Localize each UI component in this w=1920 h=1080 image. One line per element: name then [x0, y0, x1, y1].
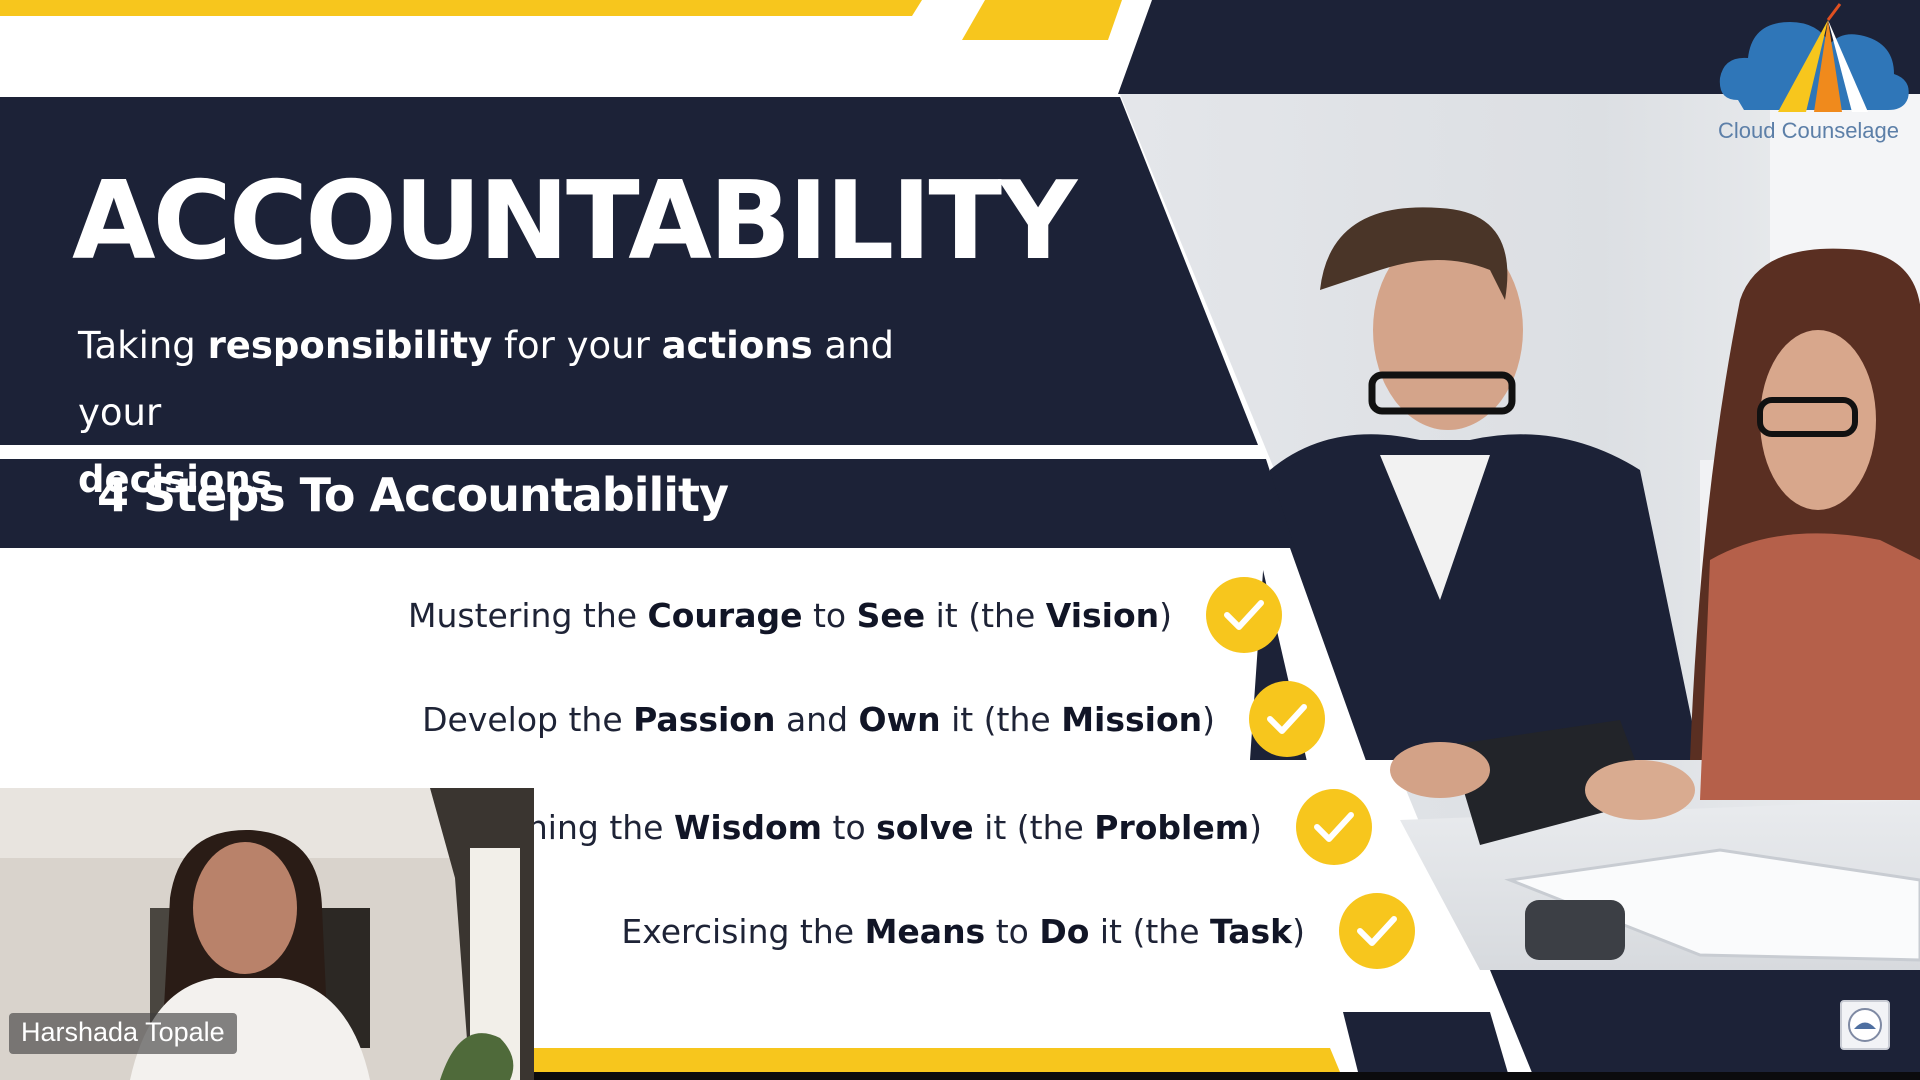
check-icon: [1249, 681, 1325, 757]
check-icon: [1339, 893, 1415, 969]
step-item-1: Mustering the Courage to See it (the Vis…: [408, 577, 1282, 653]
cloud-logo-icon: [1719, 3, 1909, 112]
step-text: Mustering the Courage to See it (the Vis…: [407, 595, 1172, 635]
meeting-badge-icon[interactable]: [1840, 1000, 1890, 1050]
subtitle-bold: decisions: [78, 458, 273, 501]
participant-name: Harshada Topale: [9, 1013, 237, 1054]
slide-subtitle: Taking responsibility for your actions a…: [78, 312, 978, 513]
participant-video-tile[interactable]: Harshada Topale: [0, 788, 534, 1080]
slide-title: ACCOUNTABILITY: [72, 159, 1077, 284]
step-text: Exercising the Means to Do it (the Task): [621, 911, 1305, 951]
subtitle-bold: responsibility: [207, 324, 493, 367]
step-item-4: Exercising the Means to Do it (the Task): [621, 893, 1415, 969]
steps-heading: 4 Steps To Accountability: [97, 468, 729, 522]
step-item-3: ining the Wisdom to solve it (the Proble…: [518, 789, 1372, 865]
check-icon: [1206, 577, 1282, 653]
check-icon: [1296, 789, 1372, 865]
step-text: Develop the Passion and Own it (the Miss…: [422, 699, 1215, 739]
step-text: ining the Wisdom to solve it (the Proble…: [517, 807, 1262, 847]
logo-text: Cloud Counselage: [1718, 118, 1900, 143]
step-item-2: Develop the Passion and Own it (the Miss…: [422, 681, 1325, 757]
badge-graphic: [1848, 1008, 1882, 1042]
subtitle-text: Taking: [78, 324, 208, 367]
subtitle-bold: actions: [661, 324, 813, 367]
subtitle-text: for your: [492, 324, 662, 367]
subtitle-text: and your: [78, 324, 895, 434]
